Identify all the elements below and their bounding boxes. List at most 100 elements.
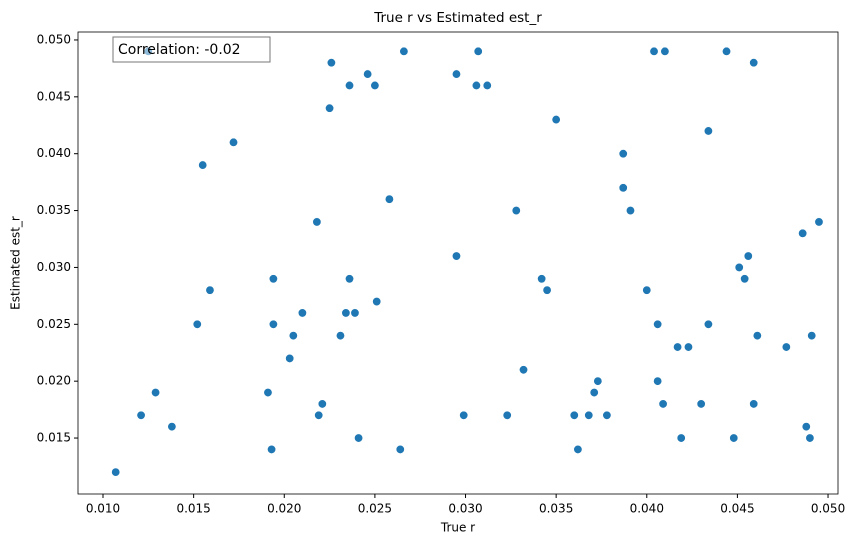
- point: [734, 262, 744, 272]
- point: [618, 183, 628, 193]
- point: [801, 422, 811, 432]
- point: [703, 126, 713, 136]
- point: [354, 433, 364, 443]
- point: [345, 80, 355, 90]
- point: [649, 46, 659, 56]
- point: [593, 376, 603, 386]
- point: [268, 319, 278, 329]
- point: [696, 399, 706, 409]
- point: [263, 388, 273, 398]
- x-tick-label: 0.050: [811, 502, 845, 516]
- point: [192, 319, 202, 329]
- point: [740, 274, 750, 284]
- point: [326, 58, 336, 68]
- y-tick-label: 0.030: [37, 260, 71, 274]
- point: [602, 410, 612, 420]
- point: [471, 80, 481, 90]
- point: [722, 46, 732, 56]
- point: [589, 388, 599, 398]
- point: [660, 46, 670, 56]
- point: [167, 422, 177, 432]
- point: [781, 342, 791, 352]
- point: [752, 331, 762, 341]
- point: [658, 399, 668, 409]
- y-tick-label: 0.025: [37, 317, 71, 331]
- x-tick-label: 0.040: [630, 502, 664, 516]
- point: [482, 80, 492, 90]
- y-tick-label: 0.040: [37, 146, 71, 160]
- annotation: Correlation: -0.02: [118, 42, 241, 58]
- point: [618, 149, 628, 159]
- point: [653, 319, 663, 329]
- point: [749, 58, 759, 68]
- point: [703, 319, 713, 329]
- y-tick-label: 0.035: [37, 203, 71, 217]
- point: [314, 410, 324, 420]
- y-axis-label: Estimated est_r: [9, 216, 23, 310]
- point: [267, 444, 277, 454]
- point: [676, 433, 686, 443]
- point: [519, 365, 529, 375]
- point: [749, 399, 759, 409]
- x-tick-label: 0.045: [720, 502, 754, 516]
- point: [729, 433, 739, 443]
- point: [807, 331, 817, 341]
- x-tick-label: 0.020: [267, 502, 301, 516]
- point: [325, 103, 335, 113]
- x-tick-label: 0.015: [176, 502, 210, 516]
- point: [151, 388, 161, 398]
- point: [537, 274, 547, 284]
- point: [551, 115, 561, 125]
- point: [317, 399, 327, 409]
- point: [229, 137, 239, 147]
- point: [502, 410, 512, 420]
- point: [205, 285, 215, 295]
- point: [312, 217, 322, 227]
- point: [459, 410, 469, 420]
- chart-title: True r vs Estimated est_r: [373, 10, 542, 26]
- plot-frame: [77, 31, 839, 495]
- point: [111, 467, 121, 477]
- point: [683, 342, 693, 352]
- point: [542, 285, 552, 295]
- point: [642, 285, 652, 295]
- point: [569, 410, 579, 420]
- point: [399, 46, 409, 56]
- point: [625, 206, 635, 216]
- point: [372, 297, 382, 307]
- y-tick-label: 0.015: [37, 431, 71, 445]
- point: [673, 342, 683, 352]
- point: [743, 251, 753, 261]
- point: [584, 410, 594, 420]
- y-tick-label: 0.020: [37, 374, 71, 388]
- point: [288, 331, 298, 341]
- point: [384, 194, 394, 204]
- point: [335, 331, 345, 341]
- point: [814, 217, 824, 227]
- x-tick-label: 0.030: [448, 502, 482, 516]
- point: [363, 69, 373, 79]
- point: [345, 274, 355, 284]
- point: [268, 274, 278, 284]
- point: [136, 410, 146, 420]
- y-tick-label: 0.045: [37, 89, 71, 103]
- x-tick-label: 0.010: [86, 502, 120, 516]
- point: [451, 69, 461, 79]
- y-tick-label: 0.050: [37, 32, 71, 46]
- point: [370, 80, 380, 90]
- point: [341, 308, 351, 318]
- point: [198, 160, 208, 170]
- point: [805, 433, 815, 443]
- point: [451, 251, 461, 261]
- point: [798, 228, 808, 238]
- point: [511, 206, 521, 216]
- point: [350, 308, 360, 318]
- annotation-box: [112, 36, 271, 63]
- point: [573, 444, 583, 454]
- point: [653, 376, 663, 386]
- point: [473, 46, 483, 56]
- x-axis-label: True r: [440, 521, 475, 535]
- point: [395, 444, 405, 454]
